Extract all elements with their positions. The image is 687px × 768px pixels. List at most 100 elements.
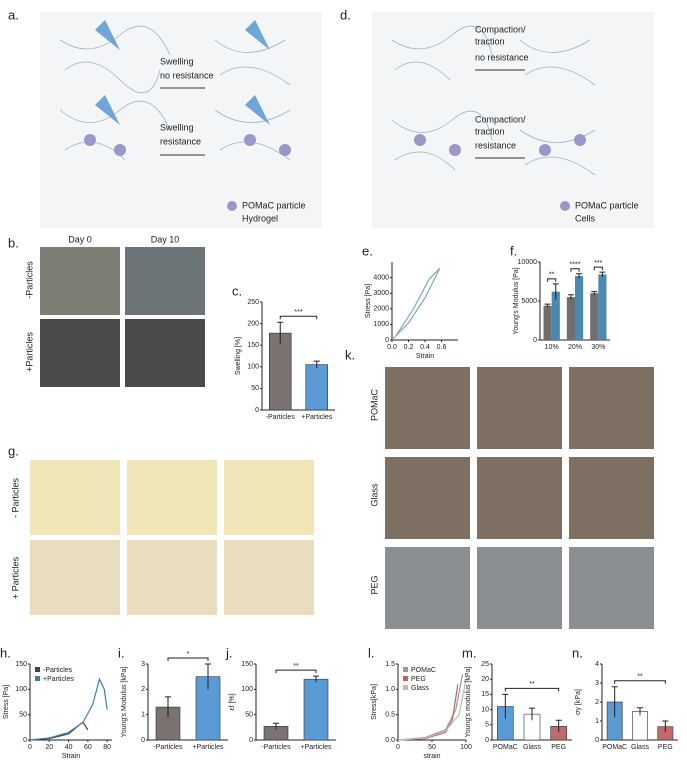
- x-axis-label: strain: [423, 753, 440, 760]
- x-tick-label: 0.4: [420, 344, 430, 351]
- legend-text: +Particles: [43, 676, 74, 683]
- error-bar: [165, 696, 171, 718]
- diagram-d-bg: [372, 12, 654, 228]
- x-axis-label: Strain: [62, 753, 80, 760]
- error-bar: [529, 707, 535, 721]
- photo: [569, 457, 654, 539]
- y-axis-label: Stress [Pa]: [3, 685, 10, 719]
- legend-text: Cells: [575, 213, 596, 223]
- significance: **: [529, 681, 535, 688]
- photo: [385, 367, 470, 449]
- panel-label: c.: [232, 283, 242, 298]
- photo: [40, 319, 120, 387]
- y-tick-label: 1: [595, 718, 599, 725]
- error-bar: [576, 273, 583, 279]
- row-label: -Particles: [24, 261, 34, 299]
- panel-label: g.: [8, 443, 19, 458]
- photo: [30, 460, 120, 535]
- diagram-text: Compaction/: [475, 24, 526, 34]
- y-tick-label: 100: [241, 686, 253, 693]
- legend-swatch: [35, 667, 40, 672]
- x-tick-label: 100: [460, 744, 472, 751]
- cell-shapes: [95, 20, 270, 125]
- error-bar: [599, 271, 606, 277]
- error-bar: [637, 707, 643, 716]
- significance: **: [637, 674, 643, 681]
- panel-label: i.: [118, 645, 125, 660]
- error-bar: [552, 283, 559, 300]
- legend-swatch: [403, 685, 408, 690]
- x-tick-label: 30%: [591, 344, 605, 351]
- x-tick-label: +Particles: [301, 414, 332, 421]
- row-label: PEG: [369, 575, 379, 594]
- legend-swatch: [403, 667, 408, 672]
- x-tick-label: 20: [45, 744, 53, 751]
- y-tick-label: 2: [595, 699, 599, 706]
- y-tick-label: 25: [481, 661, 489, 668]
- error-bar: [544, 303, 551, 308]
- y-tick-label: 0: [255, 407, 259, 414]
- x-tick-label: POMaC: [493, 744, 518, 751]
- x-tick-label: -Particles: [153, 744, 183, 751]
- sig-bracket: [614, 680, 666, 684]
- x-tick-label: 0.6: [437, 344, 447, 351]
- legend-text: PEG: [411, 676, 426, 683]
- x-tick-label: +Particles: [301, 744, 332, 751]
- photo: [125, 319, 205, 387]
- error-bar: [273, 722, 279, 730]
- y-tick-label: 20: [481, 676, 489, 683]
- sig-bracket: [167, 657, 209, 661]
- y-axis-label: Stress [Pa]: [365, 284, 372, 318]
- y-tick-label: 50: [19, 712, 27, 719]
- bar: [575, 276, 584, 340]
- bar: [303, 678, 329, 741]
- sig-bracket: [593, 266, 603, 271]
- x-tick-label: PEG: [551, 744, 566, 751]
- y-axis-label: Young's Modulus [kPa]: [121, 667, 128, 738]
- photo: [385, 457, 470, 539]
- line: [397, 674, 464, 741]
- legend-text: POMaC: [411, 667, 436, 674]
- photo: [127, 540, 217, 615]
- arrows: [160, 69, 525, 159]
- y-tick-label: 0: [249, 737, 253, 744]
- y-tick-label: 100: [247, 364, 259, 371]
- significance: *: [187, 651, 190, 658]
- significance: **: [293, 663, 299, 670]
- y-tick-label: 150: [247, 342, 259, 349]
- x-tick-label: 50: [428, 744, 436, 751]
- legend-text: POMaC particle: [575, 200, 639, 210]
- y-tick-label: 0: [485, 737, 489, 744]
- y-tick-label: 100: [15, 686, 27, 693]
- y-tick-label: 3: [141, 661, 145, 668]
- bar: [543, 305, 552, 340]
- x-tick-label: 20%: [568, 344, 582, 351]
- photo: [477, 367, 562, 449]
- photo: [477, 457, 562, 539]
- y-tick-label: 1.0: [385, 686, 395, 693]
- diagram-text: resistance: [475, 140, 516, 150]
- y-tick-label: 5: [485, 722, 489, 729]
- x-tick-label: Glass: [631, 744, 649, 751]
- y-tick-label: 15: [481, 691, 489, 698]
- x-axis-label: Strain: [416, 353, 434, 360]
- x-tick-label: 60: [84, 744, 92, 751]
- x-tick-label: -Particles: [266, 414, 296, 421]
- photo: [569, 367, 654, 449]
- row-label: - Particles: [10, 478, 20, 519]
- y-tick-label: 1000: [373, 321, 389, 328]
- y-tick-label: 0: [141, 737, 145, 744]
- y-axis-label: εf [%]: [229, 693, 236, 710]
- error-bar: [313, 360, 320, 369]
- y-tick-label: 0: [595, 737, 599, 744]
- x-tick-label: -Particles: [261, 744, 291, 751]
- panel-label: d.: [340, 7, 351, 22]
- column-label: Day 10: [151, 234, 180, 244]
- photo: [477, 547, 562, 629]
- line: [397, 684, 459, 741]
- diagram-a-bg: [40, 12, 322, 228]
- photo: [385, 547, 470, 629]
- y-tick-label: 4: [595, 661, 599, 668]
- y-tick-label: 200: [247, 320, 259, 327]
- y-tick-label: 0: [23, 737, 27, 744]
